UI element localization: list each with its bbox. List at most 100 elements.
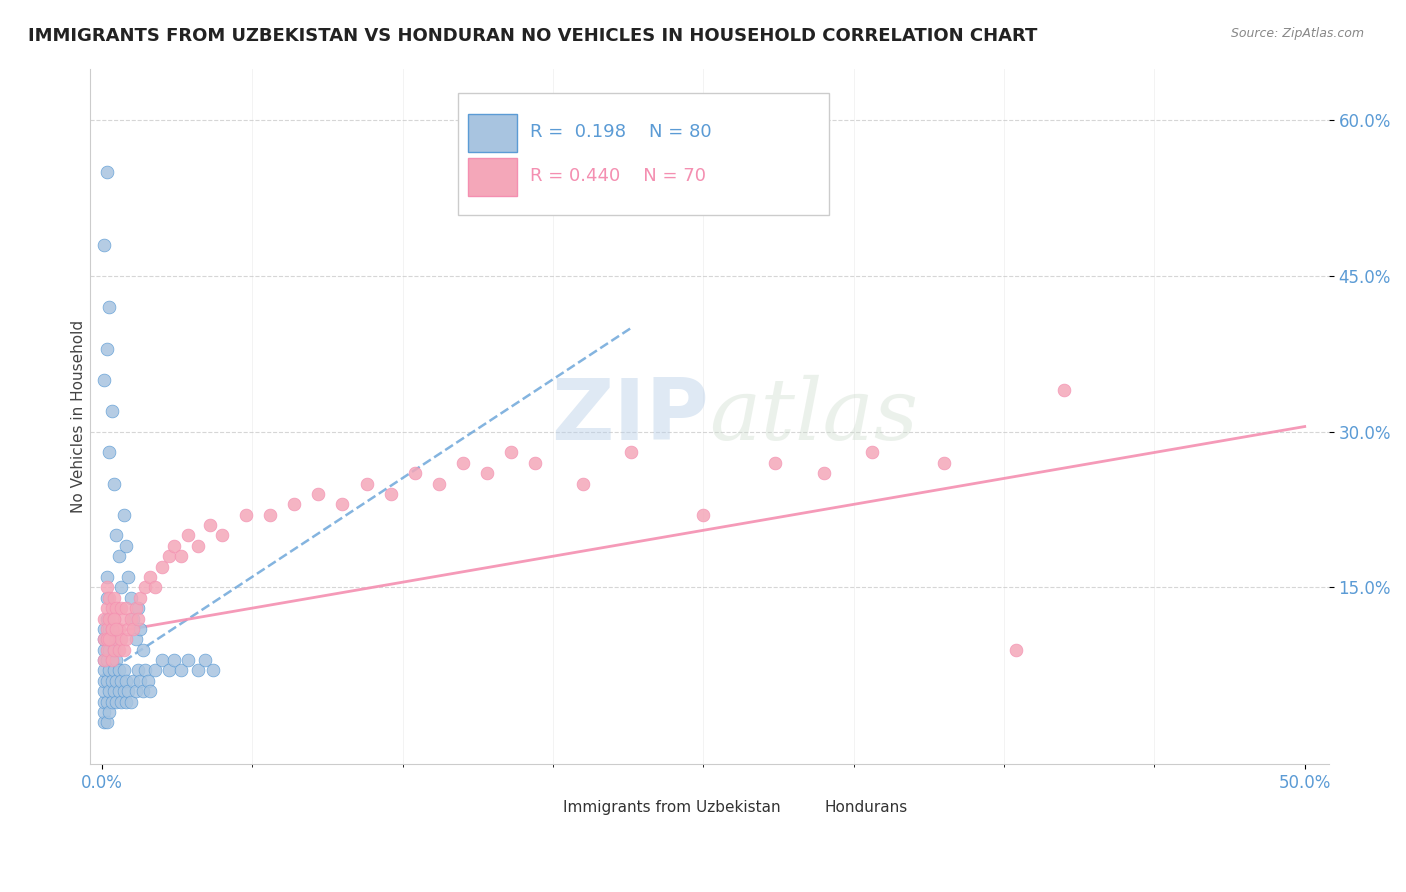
Point [96, 580, 118, 594]
Point [932, 456, 955, 470]
Point [93, 664, 115, 678]
Point [187, 539, 209, 553]
Point [100, 622, 122, 636]
Point [93, 684, 115, 698]
Point [93, 694, 115, 708]
Point [100, 653, 122, 667]
Point [150, 559, 173, 574]
Point [98, 705, 121, 719]
Point [157, 664, 180, 678]
Point [93, 632, 115, 647]
Text: Immigrants from Uzbekistan: Immigrants from Uzbekistan [564, 800, 780, 815]
FancyBboxPatch shape [468, 158, 517, 195]
Point [105, 601, 128, 615]
Point [93, 642, 115, 657]
Point [187, 664, 209, 678]
Point [93, 611, 115, 625]
Y-axis label: No Vehicles in Household: No Vehicles in Household [72, 319, 86, 513]
Point [150, 653, 173, 667]
Point [96, 632, 118, 647]
Point [93, 632, 115, 647]
Point [356, 476, 378, 491]
Point [117, 622, 139, 636]
Point [380, 487, 402, 501]
Point [93, 653, 115, 667]
Point [105, 632, 128, 647]
Point [93, 373, 115, 387]
Text: R =  0.198    N = 80: R = 0.198 N = 80 [530, 123, 711, 142]
Point [107, 664, 129, 678]
Point [1053, 383, 1076, 397]
Point [96, 632, 118, 647]
Point [96, 673, 118, 688]
Point [117, 684, 139, 698]
Point [451, 456, 474, 470]
Point [427, 476, 450, 491]
Point [98, 642, 121, 657]
Point [100, 653, 122, 667]
Point [96, 342, 118, 356]
Point [110, 580, 132, 594]
Point [813, 467, 835, 481]
Point [259, 508, 281, 522]
Point [139, 570, 162, 584]
Point [170, 664, 193, 678]
Point [103, 591, 125, 605]
Point [98, 611, 121, 625]
Point [120, 591, 142, 605]
Point [170, 549, 193, 564]
Point [93, 715, 115, 730]
Point [105, 528, 128, 542]
Point [96, 715, 118, 730]
Point [98, 632, 121, 647]
Point [100, 632, 122, 647]
Point [107, 684, 129, 698]
Point [93, 673, 115, 688]
Point [112, 684, 135, 698]
Point [139, 684, 162, 698]
Point [103, 642, 125, 657]
Point [163, 539, 186, 553]
Point [120, 611, 142, 625]
Point [115, 539, 138, 553]
Point [115, 694, 138, 708]
Point [100, 404, 122, 418]
Point [105, 622, 128, 636]
Point [105, 673, 128, 688]
Point [110, 601, 132, 615]
Point [96, 601, 118, 615]
Point [122, 611, 145, 625]
Point [132, 642, 155, 657]
Point [103, 611, 125, 625]
Point [115, 601, 138, 615]
Point [96, 642, 118, 657]
Point [98, 664, 121, 678]
Text: IMMIGRANTS FROM UZBEKISTAN VS HONDURAN NO VEHICLES IN HOUSEHOLD CORRELATION CHAR: IMMIGRANTS FROM UZBEKISTAN VS HONDURAN N… [28, 27, 1038, 45]
Point [96, 591, 118, 605]
Point [93, 622, 115, 636]
Point [98, 300, 121, 314]
Point [307, 487, 329, 501]
Point [124, 632, 146, 647]
Point [98, 622, 121, 636]
Point [177, 653, 200, 667]
Point [98, 591, 121, 605]
Point [96, 165, 118, 179]
Point [499, 445, 522, 459]
FancyBboxPatch shape [790, 795, 817, 821]
Point [93, 653, 115, 667]
Point [103, 642, 125, 657]
Point [127, 611, 149, 625]
Point [120, 694, 142, 708]
Point [110, 632, 132, 647]
Point [98, 445, 121, 459]
Point [136, 673, 159, 688]
Point [692, 508, 714, 522]
Point [194, 653, 217, 667]
Point [110, 694, 132, 708]
Point [93, 238, 115, 252]
Point [143, 664, 166, 678]
Point [523, 456, 546, 470]
Point [1005, 642, 1028, 657]
Point [103, 611, 125, 625]
